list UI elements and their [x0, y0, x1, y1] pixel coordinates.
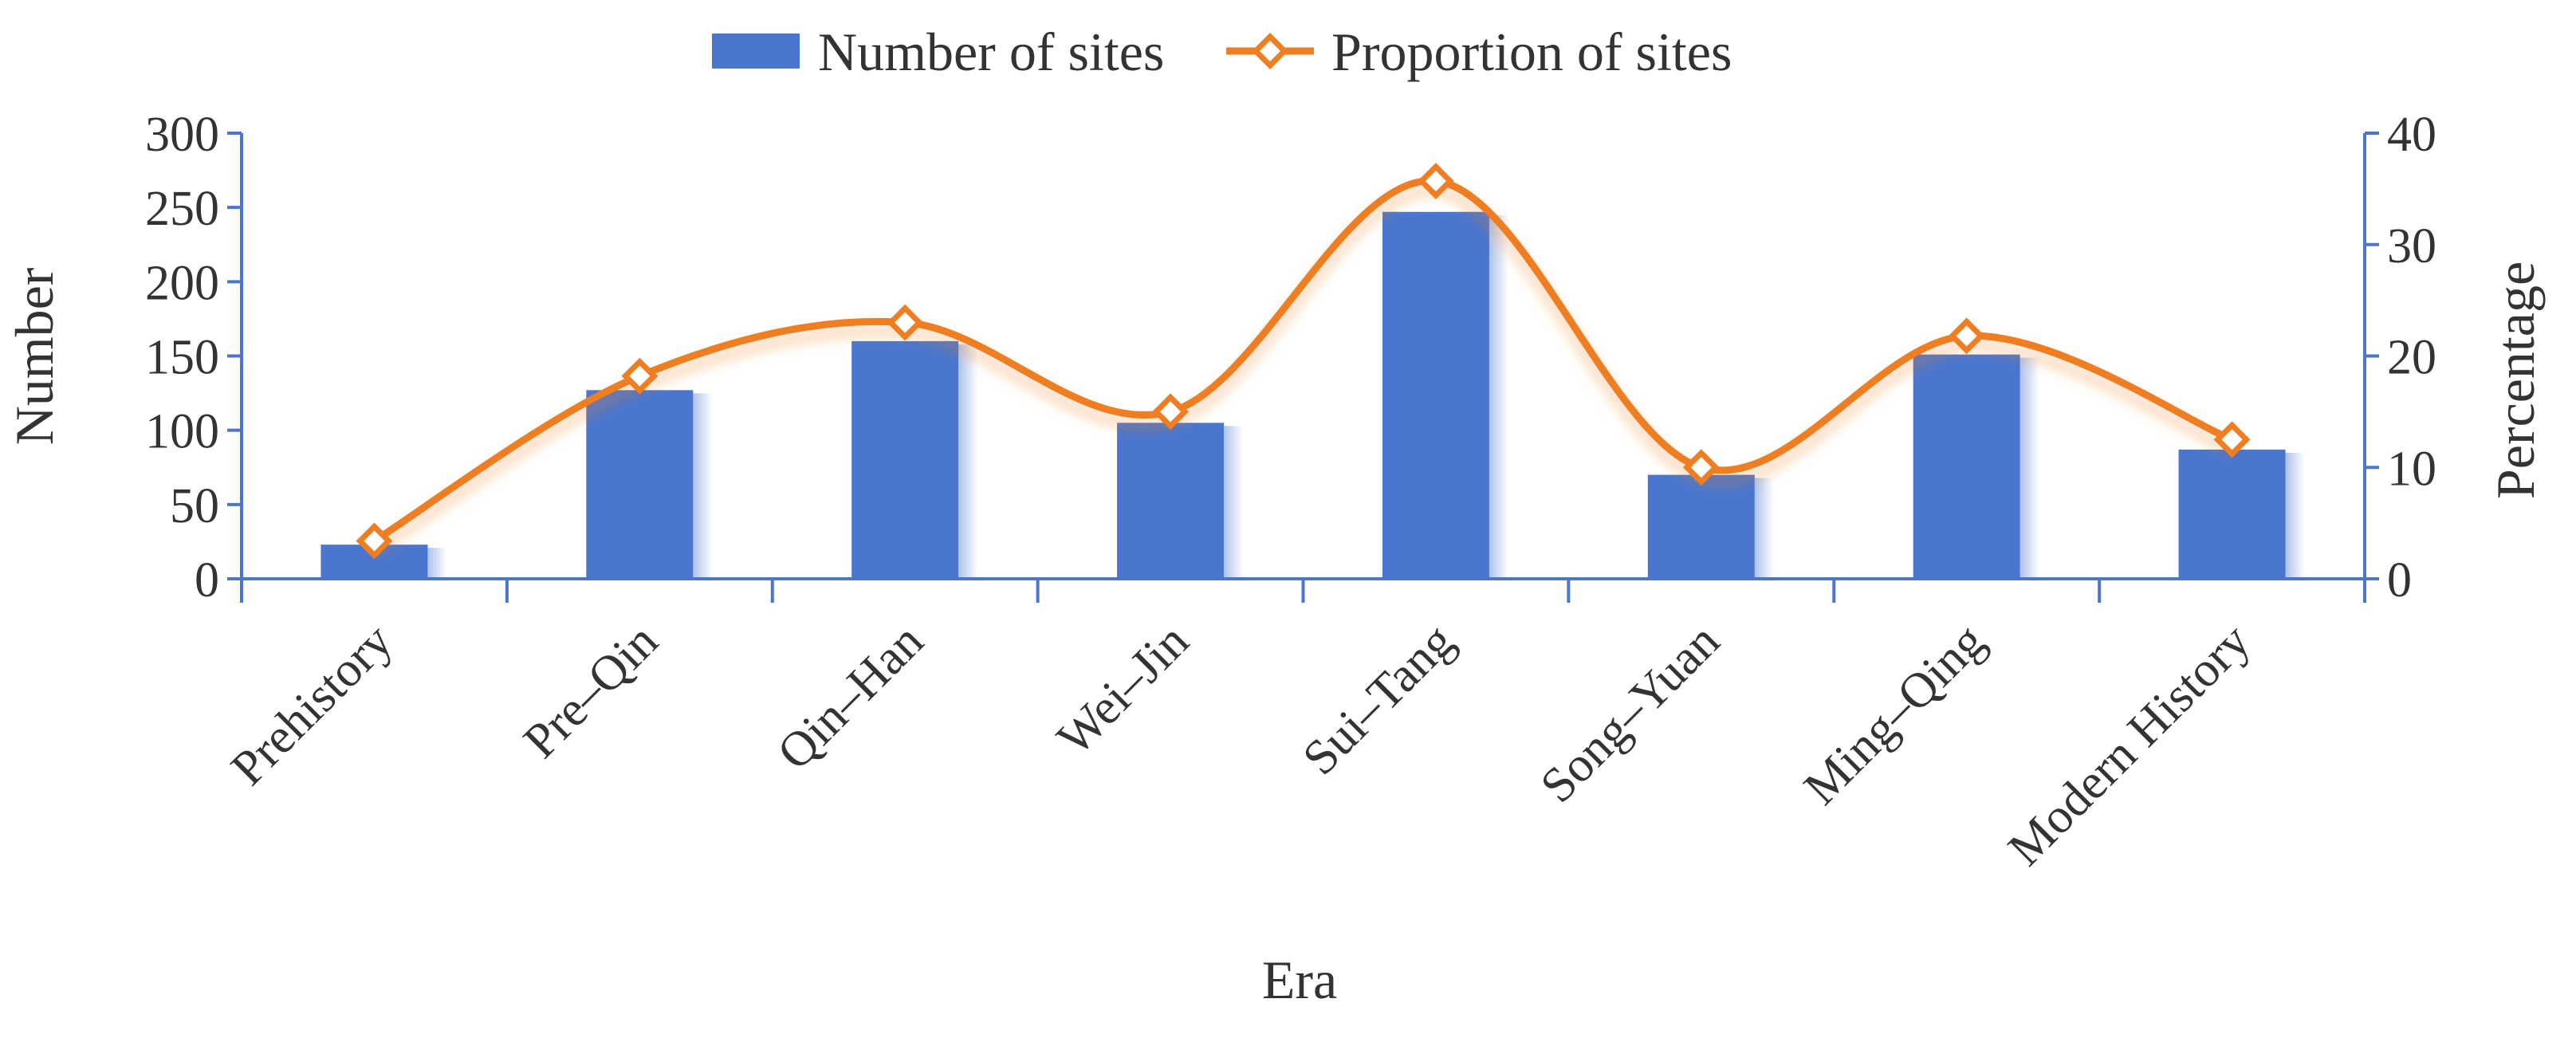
y-tick-label: 250 — [145, 182, 219, 236]
y-tick-label: 50 — [170, 479, 219, 533]
y2-tick-label: 30 — [2387, 219, 2436, 273]
bar — [586, 390, 694, 579]
y-tick-label: 150 — [145, 331, 219, 385]
bar-shadow — [1489, 214, 1508, 579]
y2-tick-label: 0 — [2387, 553, 2412, 608]
legend-label-bar: Number of sites — [818, 22, 1164, 82]
x-tick-label: Prehistory — [221, 614, 403, 796]
point-marker — [2213, 421, 2251, 458]
bar-shadow — [2285, 452, 2305, 579]
bar-shadow — [2020, 357, 2039, 579]
x-axis-label: Era — [1262, 950, 1337, 1010]
bar-shadow — [427, 548, 447, 579]
line-glow — [372, 186, 2234, 555]
bar — [1913, 354, 2020, 579]
chart-legend: Number of sites Proportion of sites — [712, 22, 1732, 82]
y-tick-label: 100 — [145, 405, 219, 459]
x-tick-label: Song–Yuan — [1530, 614, 1729, 813]
bar — [2178, 449, 2286, 579]
x-tick-label: Modern History — [1998, 614, 2260, 876]
bar — [1382, 211, 1489, 579]
legend-marker — [1252, 33, 1288, 69]
x-tick-label: Wei–Jin — [1047, 614, 1199, 766]
point-marker — [1682, 449, 1720, 486]
bar — [1117, 423, 1225, 579]
legend-swatch-bar — [712, 33, 800, 69]
bar-shadow — [1224, 426, 1244, 579]
y2-tick-label: 20 — [2387, 331, 2436, 385]
plot-area: 0 50 100 150 200 250 300 0 10 20 30 40 Prehistory Pre… — [145, 108, 2436, 876]
y-tick-label: 0 — [195, 553, 219, 608]
series-line — [372, 177, 2234, 545]
x-tick-label: Sui–Tang — [1292, 614, 1465, 786]
point-marker — [1417, 163, 1454, 200]
y-axis-label: Number — [4, 267, 65, 445]
point-marker — [621, 357, 659, 395]
y-tick-label: 200 — [145, 256, 219, 310]
y-tick-label: 300 — [145, 108, 219, 162]
point-marker — [1948, 317, 1985, 355]
y2-axis-label: Percentage — [2485, 262, 2546, 499]
point-marker — [887, 304, 924, 341]
point-marker — [356, 522, 393, 560]
bar — [851, 340, 959, 579]
x-tick-label: Pre–Qin — [513, 614, 668, 769]
y2-tick-label: 40 — [2387, 108, 2436, 162]
bar-shadow — [693, 393, 713, 579]
legend-label-line: Proportion of sites — [1331, 22, 1732, 82]
x-tick-label: Qin–Han — [767, 614, 934, 781]
bar-shadow — [1754, 478, 1774, 579]
bar-shadow — [958, 344, 978, 579]
point-marker — [1152, 393, 1190, 431]
y2-tick-label: 10 — [2387, 442, 2436, 496]
bar — [1647, 474, 1755, 579]
x-tick-label: Ming–Qing — [1794, 614, 1996, 816]
